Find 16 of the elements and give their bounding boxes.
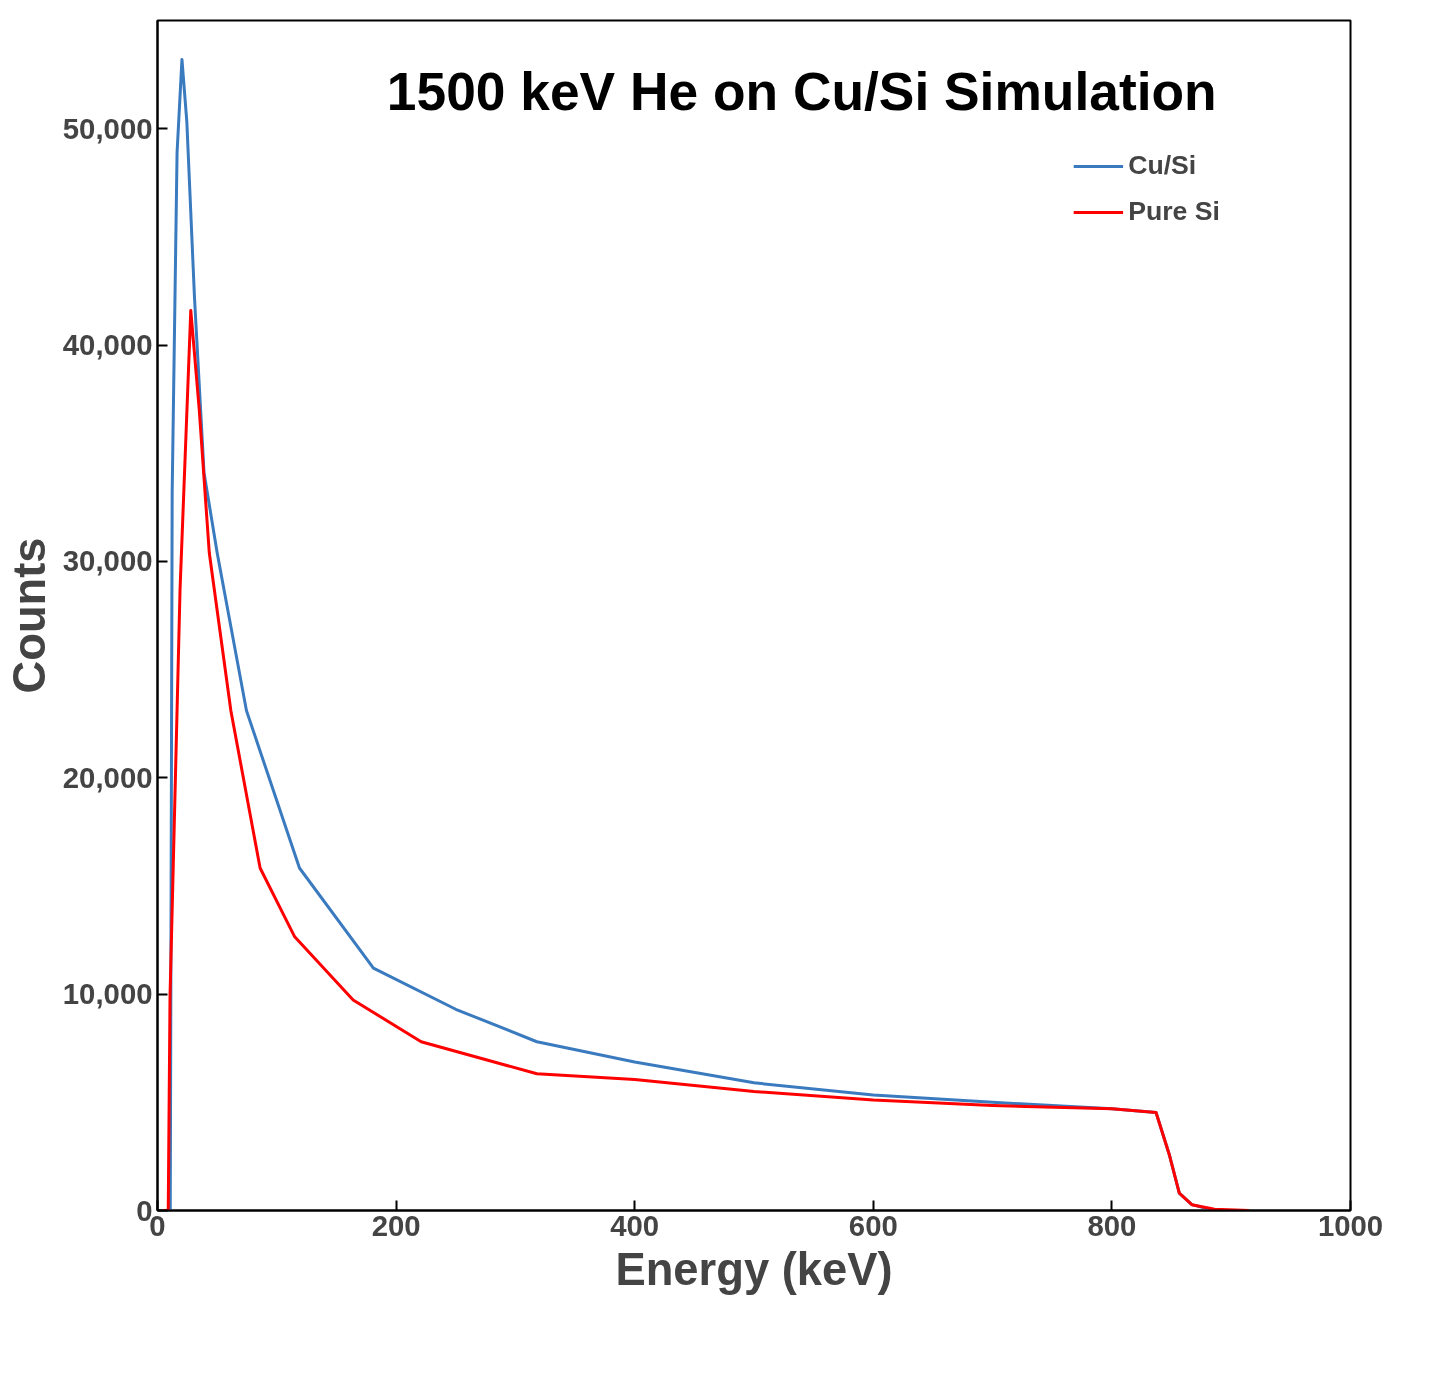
- line-series: [160, 308, 1251, 1211]
- x-tick-label: 1000: [1317, 1208, 1384, 1242]
- y-tick-label: 30,000: [62, 544, 153, 578]
- y-tick-label: 20,000: [62, 760, 153, 794]
- text: 1500 keV He on Cu/Si Simulation: [386, 62, 1217, 122]
- x-tick-label: 200: [371, 1208, 421, 1242]
- legend-label: Pure Si: [1128, 196, 1220, 227]
- x-tick-label: 400: [610, 1208, 660, 1242]
- x-tick-label: 600: [848, 1208, 898, 1242]
- y-tick-label: 10,000: [62, 977, 153, 1011]
- y-axis-title: Counts: [3, 537, 55, 694]
- legend-label: Cu/Si: [1128, 150, 1197, 181]
- x-axis-title: Energy (keV): [615, 1243, 893, 1295]
- y-tick-label: 50,000: [62, 111, 153, 145]
- x-tick-label: 800: [1087, 1208, 1137, 1242]
- y-tick-label: 40,000: [62, 328, 153, 362]
